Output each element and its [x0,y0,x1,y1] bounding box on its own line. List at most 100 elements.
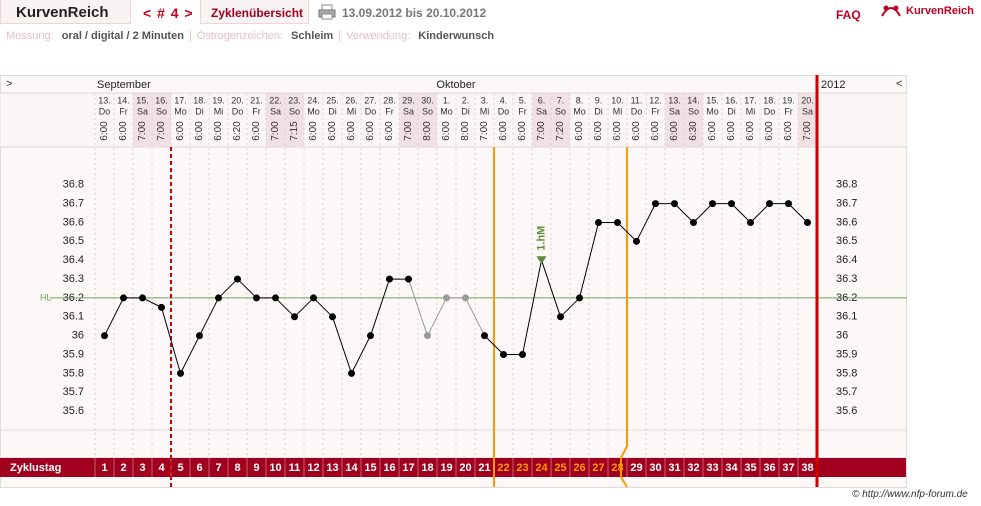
weekday-label: Do [498,106,510,116]
y-tick-label: 36.6 [63,216,84,228]
date-label: 29. [402,95,415,105]
cycle-day: 8 [234,462,240,474]
time-label: 7:00 [403,121,414,141]
temperature-point [462,294,469,302]
time-label: 6:30 [688,121,699,141]
date-label: 20. [801,95,814,105]
weekday-label: So [289,106,300,116]
nav-right[interactable]: < [896,78,902,90]
y-tick-label: 36.5 [63,235,84,247]
curve-segment [579,222,599,299]
curve-segment [674,203,694,223]
curve-segment [427,297,447,336]
y-tick-label: 36.8 [63,179,84,191]
temperature-point [367,332,374,340]
time-label: 6:00 [365,121,376,141]
weekday-label: Mi [613,106,623,116]
time-label: 7:00 [137,121,148,141]
curve-segment [199,297,219,336]
time-label: 6:00 [327,121,338,141]
time-label: 6:00 [669,121,680,141]
time-label: 7:00 [156,121,167,141]
weekday-label: Di [195,106,204,116]
weekend-column [266,93,285,147]
nav-left[interactable]: > [6,78,12,90]
separator: | [188,30,192,42]
weekday-label: Sa [270,106,281,116]
date-label: 13. [668,95,681,105]
tab[interactable] [200,0,309,24]
print-icon[interactable] [318,4,336,20]
cycle-day: 1 [101,462,107,474]
date-label: 3. [481,95,489,105]
cycle-nav[interactable]: < # 4 > [143,5,194,21]
curve-segment [541,260,561,317]
date-label: 6. [538,95,546,105]
weekday-label: Mi [480,106,490,116]
temperature-point [405,275,412,283]
date-label: 21. [250,95,263,105]
cycle-day: 29 [630,462,642,474]
weekday-label: So [156,106,167,116]
logo-icon [881,5,901,17]
cycle-day: 11 [289,462,301,474]
curve-segment [313,297,333,318]
date-label: 19. [212,95,225,105]
time-label: 6:00 [612,121,623,141]
tab-label[interactable]: Zyklenübersicht [211,6,304,20]
y-tick-label: 36.6 [836,216,857,228]
time-label: 6:00 [213,121,224,141]
weekend-column [418,93,437,147]
curve-segment [522,260,542,355]
brand[interactable]: KurvenReich [16,4,109,21]
weekday-label: So [422,106,433,116]
weekday-label: Fr [518,106,527,116]
weekday-label: So [555,106,566,116]
temperature-point [272,294,279,302]
time-label: 6:00 [194,121,205,141]
cycle-day: 36 [763,462,775,474]
weekend-column [133,93,152,147]
date-label: 13. [98,95,111,105]
date-label: 14. [687,95,700,105]
weekday-label: Di [461,106,470,116]
brand-tab[interactable] [0,0,131,24]
y-tick-label: 36.3 [63,273,84,285]
footer: © http://www.nfp-forum.de [852,489,968,500]
logo[interactable]: KurvenReich [906,5,974,17]
temperature-point [253,294,260,302]
time-label: 6:00 [251,121,262,141]
time-label: 6:00 [631,121,642,141]
y-tick-label: 35.8 [63,367,84,379]
y-tick-label: 36.8 [836,179,857,191]
date-label: 20. [231,95,244,105]
date-label: 16. [155,95,168,105]
weekday-label: Do [365,106,377,116]
cycle-day: 24 [535,462,548,474]
y-tick-label: 36.3 [836,273,857,285]
temperature-point [348,369,355,377]
temperature-point [310,294,317,302]
curve-segment [161,307,181,374]
date-label: 30. [421,95,434,105]
curve-segment [731,203,751,223]
curve-segment [693,203,713,223]
time-label: 7:00 [802,121,813,141]
curve-segment [351,335,371,374]
time-label: 6:00 [308,121,319,141]
temperature-point [291,313,298,321]
date-label: 19. [782,95,795,105]
cycle-day: 31 [668,462,680,474]
cycle-day: 19 [440,462,452,474]
weekday-label: Mi [347,106,357,116]
date-label: 7. [557,95,565,105]
time-label: 7:00 [270,121,281,141]
y-tick-label: 35.6 [63,405,84,417]
cycle-day: 10 [269,462,281,474]
faq[interactable]: FAQ [836,8,861,22]
date-label: 14. [117,95,130,105]
time-label: 6:00 [574,121,585,141]
temperature-point [652,200,659,208]
setting-value: oral / digital / 2 Minuten [61,30,184,42]
year: 2012 [821,79,845,91]
